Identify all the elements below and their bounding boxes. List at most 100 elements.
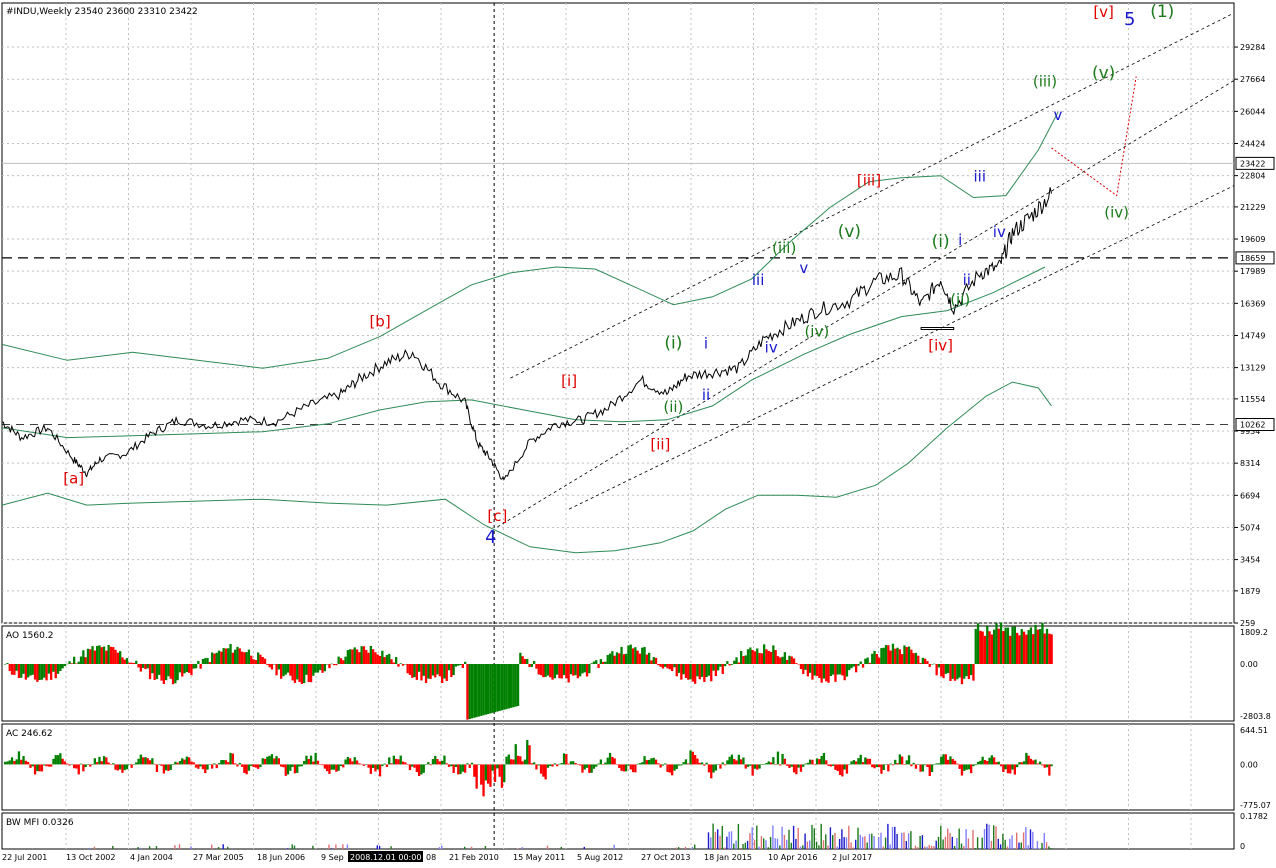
- mfi-bar: [799, 846, 802, 849]
- ac-bar: [1039, 761, 1042, 765]
- ao-bar: [68, 661, 71, 664]
- mfi-bar: [774, 838, 776, 849]
- ac-bar: [535, 764, 538, 770]
- ac-header: AC 246.62: [6, 729, 53, 739]
- ac-bar: [595, 764, 598, 767]
- range-box[interactable]: [920, 327, 955, 331]
- ao-bar: [553, 664, 556, 679]
- ao-bar: [947, 664, 950, 674]
- ao-bar: [765, 649, 768, 664]
- ao-bar: [491, 664, 494, 713]
- mfi-bar: [887, 823, 889, 849]
- ao-bar: [788, 655, 791, 664]
- ac-bar: [631, 764, 635, 773]
- ac-bar: [36, 764, 39, 772]
- envelope-lower[interactable]: [1, 381, 1052, 554]
- ao-bar: [760, 653, 763, 664]
- wave-label: [iv]: [928, 336, 953, 354]
- ac-bar: [22, 756, 25, 765]
- ac-bar: [827, 764, 830, 766]
- crosshair-date-tag: [348, 851, 423, 862]
- mfi-bar: [721, 825, 723, 849]
- mfi-bar: [675, 847, 677, 849]
- ao-bar: [898, 649, 901, 664]
- ac-bar: [487, 764, 490, 784]
- wave-label: (v): [1092, 63, 1115, 83]
- mfi-bar: [818, 845, 820, 849]
- ao-bar: [958, 664, 961, 678]
- ao-bar: [128, 662, 131, 664]
- mfi-bar: [293, 845, 296, 849]
- wave-label: [b]: [369, 313, 390, 331]
- ac-bar: [710, 764, 713, 779]
- ac-bar: [737, 754, 740, 765]
- ao-bar: [443, 664, 446, 679]
- ao-bar: [590, 663, 593, 664]
- ao-bar: [434, 664, 437, 678]
- price-series[interactable]: [1, 187, 1052, 481]
- ac-bar: [468, 764, 471, 768]
- ao-bar: [395, 657, 398, 664]
- ao-bar: [236, 646, 239, 664]
- ac-bar: [799, 764, 803, 772]
- main-panel[interactable]: [1, 2, 1235, 624]
- ao-bar: [733, 660, 736, 664]
- ao-bar: [61, 664, 64, 669]
- price-tag: [1235, 418, 1275, 432]
- ao-bar: [542, 664, 545, 678]
- ao-bar: [742, 656, 745, 664]
- bwmfi-panel[interactable]: [1, 812, 1235, 850]
- ac-bar: [227, 762, 230, 765]
- mfi-bar: [772, 825, 774, 849]
- ac-bar: [866, 758, 869, 765]
- envelope-upper[interactable]: [1, 111, 1059, 369]
- ac-bar: [760, 764, 763, 765]
- ac-bar: [691, 751, 694, 765]
- ao-bar: [687, 664, 690, 680]
- mfi-bar: [843, 837, 845, 849]
- wave-label: (v): [838, 222, 861, 242]
- mfi-bar: [983, 828, 986, 849]
- ac-bar: [1018, 762, 1021, 765]
- ao-bar: [316, 664, 320, 673]
- wave-label: 4: [485, 527, 496, 548]
- ao-bar: [707, 664, 711, 676]
- wave-label: iv: [765, 338, 778, 356]
- ao-bar: [832, 664, 835, 675]
- ao-bar: [606, 654, 609, 664]
- x-tick-label: 21 Feb 2010: [449, 853, 499, 862]
- ac-bar: [206, 764, 209, 770]
- ao-bar: [546, 664, 550, 676]
- mfi-bar: [836, 846, 838, 849]
- ac-bar: [776, 751, 780, 765]
- ac-bar: [353, 757, 356, 765]
- ac-bar: [510, 759, 513, 765]
- ac-bar: [1027, 755, 1030, 765]
- ao-bar: [843, 664, 846, 681]
- x-tick-label: 15 May 2011: [513, 853, 565, 862]
- ao-bar: [29, 664, 32, 676]
- ao-bar: [576, 664, 579, 679]
- projection-path[interactable]: [1051, 76, 1137, 197]
- mfi-bar: [717, 829, 719, 849]
- mfi-bar: [742, 844, 744, 849]
- mfi-bar: [178, 844, 181, 849]
- ac-bar: [1013, 764, 1016, 775]
- ac-bar: [995, 762, 998, 765]
- mfi-bar: [956, 837, 958, 849]
- ac-bar: [367, 764, 370, 768]
- ac-bar: [629, 764, 632, 770]
- ao-bar: [539, 664, 543, 676]
- ao-bar: [286, 664, 290, 673]
- ac-bar: [17, 751, 21, 765]
- ao-bar: [176, 664, 179, 681]
- ac-bar: [753, 764, 757, 769]
- ao-bar: [845, 664, 849, 677]
- ac-bar: [855, 761, 858, 765]
- ac-bar: [450, 764, 453, 767]
- ac-bar: [420, 764, 423, 775]
- ac-bar: [332, 764, 336, 770]
- ac-bar: [96, 762, 99, 765]
- ao-bar: [521, 656, 524, 664]
